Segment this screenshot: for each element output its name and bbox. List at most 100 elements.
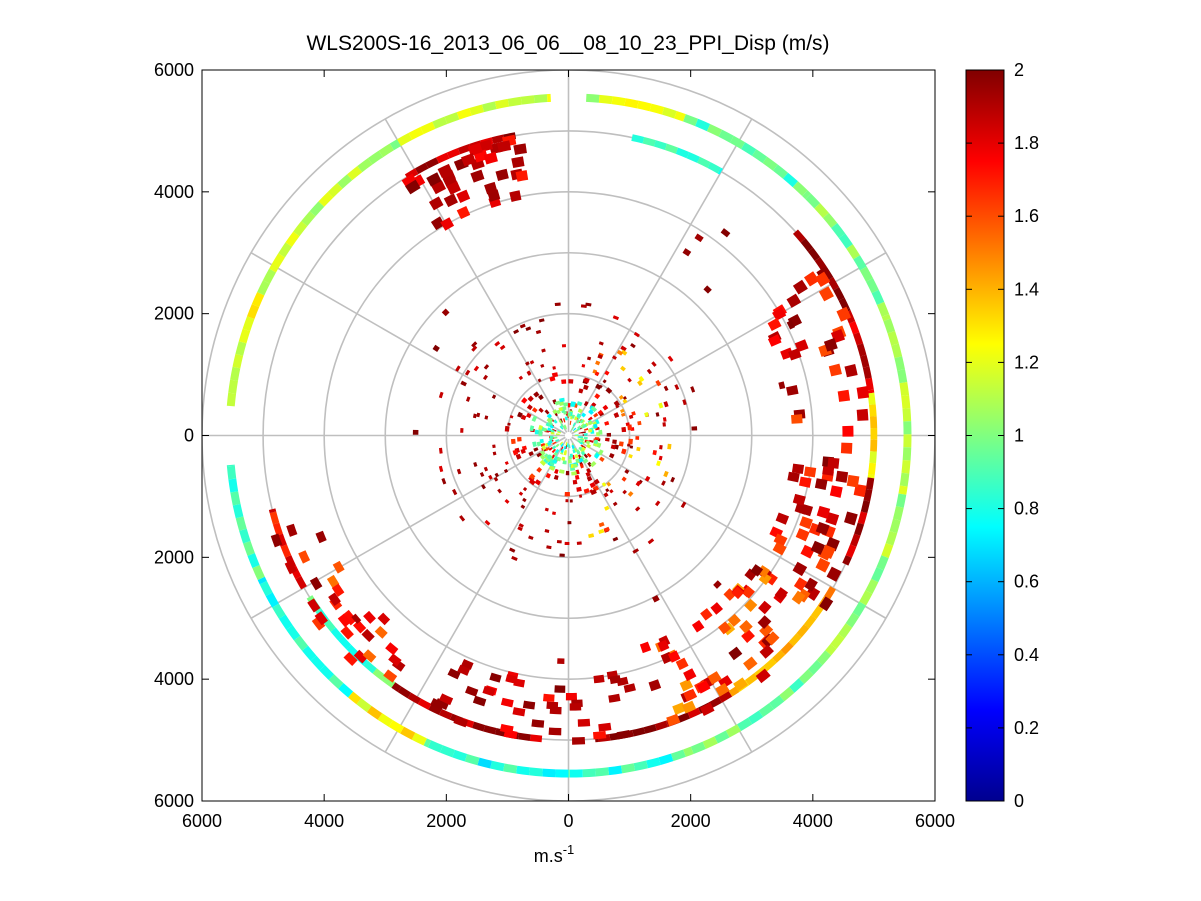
dispersion-bin <box>546 417 552 423</box>
y-tick-label: 6000 <box>154 60 194 80</box>
dispersion-bin <box>531 415 538 422</box>
dispersion-bin <box>586 467 592 474</box>
dispersion-bin <box>626 443 631 447</box>
outer-ring-bin <box>891 343 903 359</box>
dispersion-bin <box>629 445 634 449</box>
dispersion-bin <box>791 414 803 424</box>
second-ring-bin <box>824 586 836 600</box>
outer-ring-bin <box>852 601 867 617</box>
dispersion-bin <box>586 475 593 482</box>
outer-ring-bin <box>230 491 241 506</box>
dispersion-bin <box>741 629 755 643</box>
dispersion-bin <box>343 651 358 667</box>
dispersion-bin <box>628 438 633 445</box>
dispersion-bin <box>565 692 578 701</box>
dispersion-bin <box>543 693 555 702</box>
outer-ring-bin <box>902 408 912 422</box>
dispersion-bin <box>558 401 565 407</box>
dispersion-bin <box>576 449 581 454</box>
dispersion-bin <box>594 452 600 459</box>
dispersion-bin <box>571 426 575 431</box>
dispersion-bin <box>548 465 555 471</box>
dispersion-bin <box>844 511 858 526</box>
colorbar-tick-label: 0.4 <box>1014 645 1039 665</box>
dispersion-bin <box>633 331 640 338</box>
dispersion-bin <box>558 419 563 424</box>
dispersion-bin <box>602 404 609 411</box>
dispersion-bin <box>622 395 627 401</box>
dispersion-bin <box>522 497 527 503</box>
dispersion-bin <box>548 727 562 736</box>
dispersion-bin <box>550 431 555 435</box>
dispersion-bin <box>443 193 458 208</box>
dispersion-bin <box>540 443 546 447</box>
dispersion-bin <box>564 416 568 421</box>
second-ring-bin <box>269 511 280 525</box>
dispersion-bin <box>307 598 321 613</box>
outer-ring-bin <box>301 645 317 661</box>
dispersion-bin <box>608 693 621 703</box>
dispersion-bin <box>343 611 357 626</box>
dispersion-bin <box>644 412 649 418</box>
dispersion-bin <box>622 398 628 404</box>
outer-ring-bin <box>490 760 505 772</box>
dispersion-bin <box>509 190 522 202</box>
dispersion-bin <box>707 671 722 685</box>
dispersion-bin <box>568 444 571 449</box>
outer-ring-bin <box>903 421 912 435</box>
dispersion-bin <box>457 664 471 676</box>
dispersion-bin <box>495 168 509 182</box>
dispersion-bin <box>821 544 836 560</box>
dispersion-bin <box>512 707 526 717</box>
dispersion-bin <box>515 453 522 460</box>
dispersion-bin <box>554 400 561 406</box>
dispersion-bin <box>803 271 820 287</box>
dispersion-bin <box>787 471 800 483</box>
dispersion-bin <box>481 484 486 490</box>
dispersion-bin <box>565 441 568 446</box>
dispersion-bin <box>531 719 545 728</box>
outer-ring-bin <box>748 710 764 725</box>
dispersion-bin <box>816 505 831 519</box>
outer-ring-bin <box>503 763 518 774</box>
outer-ring-bin <box>247 553 260 569</box>
outer-ring-bin <box>595 767 610 777</box>
second-ring-bin <box>676 712 691 723</box>
dispersion-bin <box>581 431 586 434</box>
dispersion-bin <box>637 420 642 426</box>
dispersion-bin <box>569 420 572 426</box>
outer-ring-bin <box>278 614 293 630</box>
dispersion-bin <box>616 349 624 356</box>
dispersion-bin <box>426 172 442 187</box>
dispersion-bin <box>792 561 808 577</box>
outer-ring-bin <box>637 100 652 112</box>
dispersion-bin <box>639 641 652 654</box>
dispersion-bin <box>772 542 787 556</box>
outer-ring-bin <box>798 669 814 685</box>
dispersion-bin <box>470 169 485 183</box>
dispersion-bin <box>577 718 591 727</box>
dispersion-bin <box>544 409 550 415</box>
second-ring-bin <box>664 143 679 154</box>
outer-ring-bin <box>714 730 730 744</box>
dispersion-bin <box>383 669 398 683</box>
dispersion-bin <box>597 354 603 360</box>
outer-ring-bin <box>683 746 694 757</box>
dispersion-bin <box>739 620 753 634</box>
second-ring-bin <box>491 134 505 144</box>
second-ring-bin <box>869 404 877 417</box>
second-ring-bin <box>372 668 386 681</box>
dispersion-bin <box>715 682 730 697</box>
dispersion-bin <box>552 409 558 415</box>
colorbar-ticks: 0 0.2 0.4 0.6 0.8 1 1.2 1.4 1.6 1.8 2 <box>966 60 1039 811</box>
dispersion-bin <box>603 526 610 533</box>
dispersion-bin <box>594 371 600 377</box>
dispersion-bin <box>598 521 605 528</box>
dispersion-bin <box>842 425 854 437</box>
outer-ring-bin <box>456 108 472 120</box>
dispersion-bin <box>628 454 633 459</box>
dispersion-bin <box>856 408 869 421</box>
outer-ring-bin <box>871 567 884 583</box>
dispersion-bin <box>476 412 481 418</box>
second-ring-bin <box>807 247 821 262</box>
